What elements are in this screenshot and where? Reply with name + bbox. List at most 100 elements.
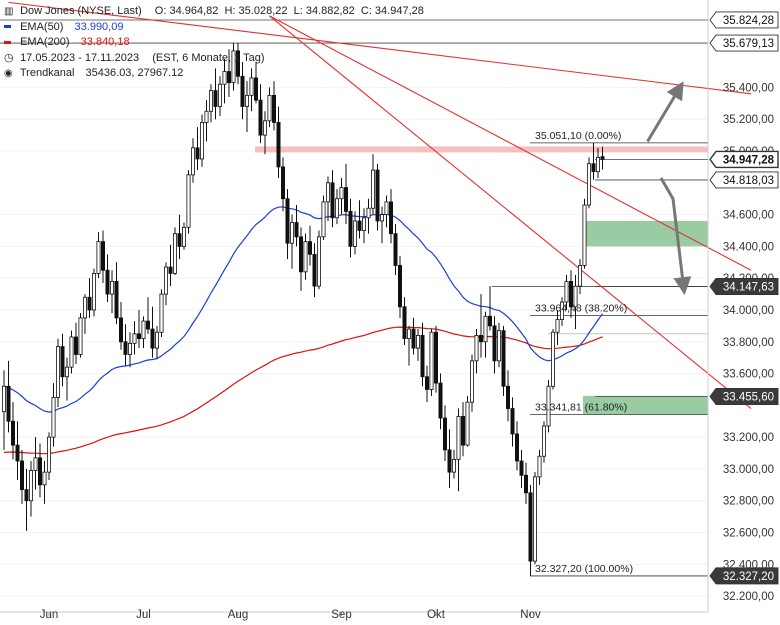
candle-body-up [474,335,479,362]
candle-body-down [357,220,362,231]
fib-zone-upper [583,220,708,247]
candle [483,311,488,358]
candle-body-up [172,233,177,274]
price-label-3232720: 32.327,20 [709,567,779,585]
candle [181,222,186,250]
candle-body-up [163,266,168,295]
candle [343,163,348,225]
candle [110,270,115,314]
candle [10,402,15,460]
candle-body-up [289,222,294,244]
price-label-3481803: 34.818,03 [709,171,779,189]
candle-body-up [587,163,592,206]
candle [2,370,7,450]
candle [433,325,438,393]
ohlc-values: O: 34.964,82 H: 35.028,22 L: 34.882,82 C… [154,5,424,17]
candle [469,354,474,412]
candle [33,437,38,490]
candle [524,462,529,504]
candle-body-down [447,449,452,473]
candle [119,302,124,350]
candle-body-down [600,156,605,160]
price-label-box [709,34,779,52]
price-label-box [709,278,779,295]
candle-body-up [159,293,164,333]
candle [569,270,574,318]
candle-body-down [411,328,416,349]
candle-body-up [578,265,583,287]
candle-body-down [235,50,240,77]
candle [217,76,222,117]
price-tick-label: 34.600,00 [723,210,774,222]
candle-body-up [204,110,209,123]
candle-body-up [83,296,88,319]
candle [384,195,389,228]
price-label-box [709,150,779,169]
candle-body-down [460,416,465,446]
candle [168,244,173,287]
ema50-line [3,206,603,413]
candle-body-up [96,241,101,274]
candle [420,322,425,387]
candle [15,421,20,481]
candle-body-down [38,457,43,486]
candle [208,84,213,123]
candle [321,195,326,241]
candle [442,405,447,461]
candle [177,214,182,260]
candle [280,157,285,212]
candle-body-up [47,436,52,473]
candle-body-up [69,336,74,368]
date-range: 17.05.2023 - 17.11.2023 [20,51,140,64]
candle [83,294,88,334]
candlestick-icon: ▥ [4,6,14,17]
legend-channel-row: ◉ Trendkanal 35436.03, 27967.12 [4,66,424,82]
candle-body-up [33,457,38,471]
candle [325,176,330,221]
candle-body-down [15,444,20,462]
candle-body-up [244,94,249,107]
price-label-3494728: 34.947,28 [709,150,779,169]
time-tick-label: Aug [228,609,248,621]
candle [235,42,240,85]
candle [492,316,497,374]
ema200-swatch [4,40,11,44]
candle [231,42,236,91]
candle [415,329,420,361]
range-info: (EST, 6 Monate, 1 Tag) [152,51,265,64]
candle-body-up [181,226,186,247]
candle [596,147,601,179]
candle-body-up [465,401,470,446]
channel-value: 35436.03, 27967.12 [85,67,184,79]
up-arrow [646,81,684,143]
candle-body-down [226,71,231,84]
candle [127,332,132,368]
candle-body-down [168,266,173,274]
candle [451,449,456,479]
candle [533,472,538,565]
candle-body-down [6,385,11,422]
candle [195,127,200,171]
candle-body-down [330,182,335,219]
candle-body-down [438,382,443,419]
candle-body-down [393,233,398,266]
candle [298,227,303,291]
candle-body-up [582,204,587,266]
candle [150,306,155,358]
candle [132,321,137,355]
candle [496,322,501,368]
time-tick-label: Sep [331,609,351,621]
candle-body-up [573,285,578,308]
candle [114,262,119,325]
candle [510,397,515,447]
candle-body-up [537,455,542,478]
candle [393,224,398,276]
candle-body-up [429,331,434,390]
clock-icon: ◷ [4,51,14,64]
candle-body-up [483,315,488,343]
candle-body-down [213,90,218,107]
price-tick-label: 32.800,00 [723,496,774,508]
candle-body-down [24,489,29,502]
candle [501,325,506,396]
